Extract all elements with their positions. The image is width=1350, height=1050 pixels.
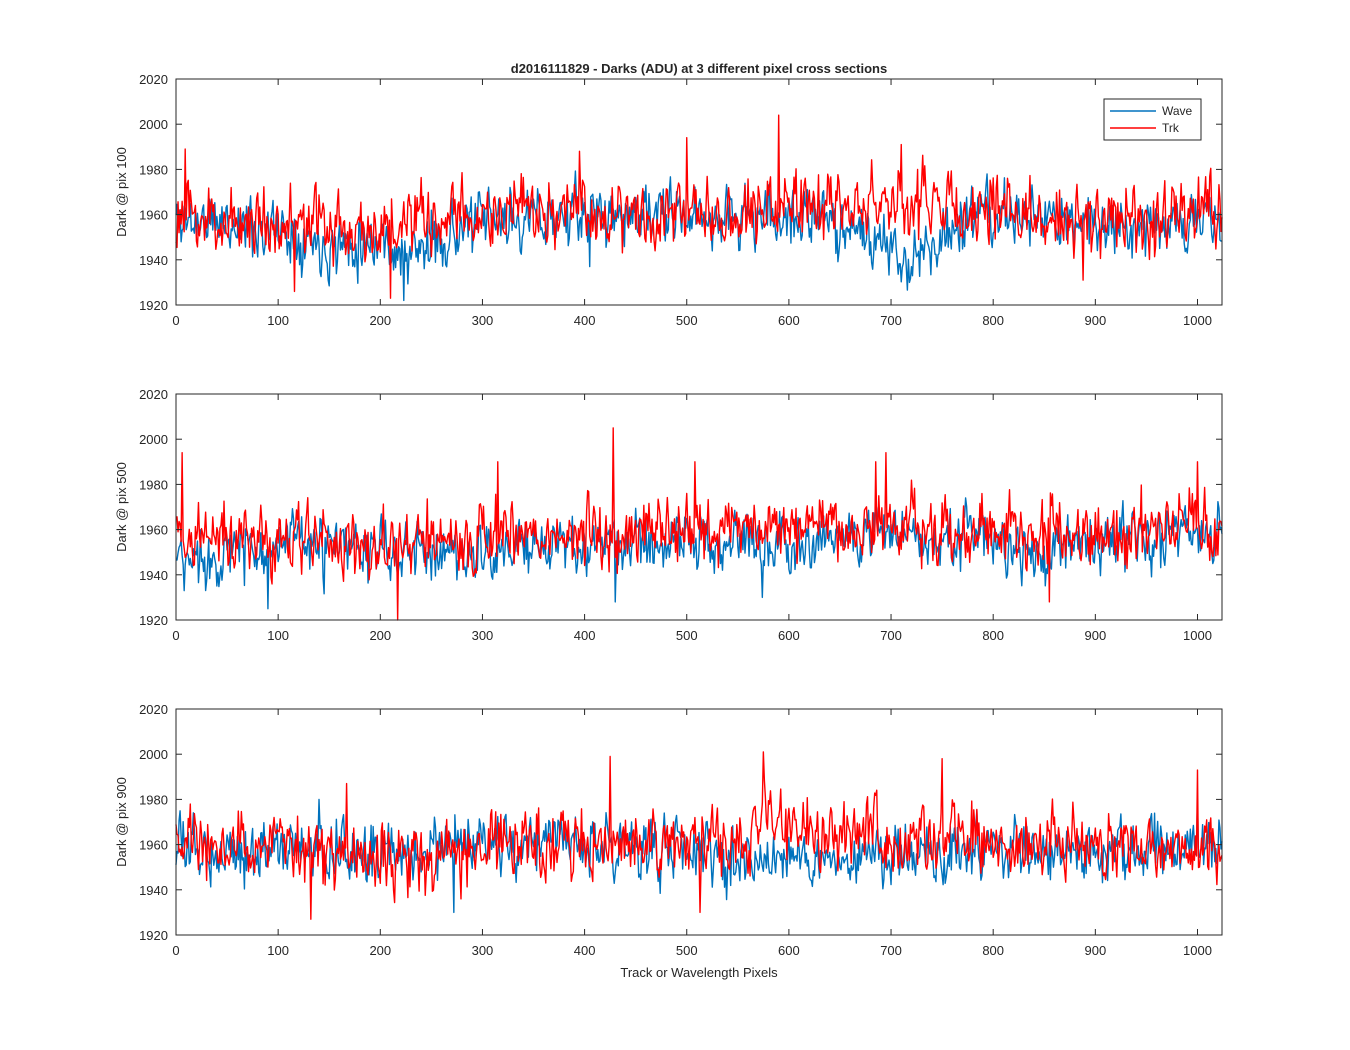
y-tick-label: 1980 xyxy=(139,792,168,807)
x-tick-label: 200 xyxy=(369,943,391,958)
legend-wave-label: Wave xyxy=(1162,104,1193,118)
series-layer xyxy=(175,427,1223,621)
y-tick-label: 1940 xyxy=(139,253,168,268)
plot-area xyxy=(176,394,1222,620)
axes-box xyxy=(175,78,1223,306)
y-axis-label: Dark @ pix 500 xyxy=(114,462,129,552)
series-layer xyxy=(175,114,1223,302)
x-tick-label: 0 xyxy=(172,628,179,643)
x-tick-label: 300 xyxy=(472,628,494,643)
x-tick-label: 200 xyxy=(369,313,391,328)
x-tick-label: 700 xyxy=(880,313,902,328)
series-line-wave xyxy=(175,497,1223,610)
y-tick-label: 2000 xyxy=(139,432,168,447)
series-line-trk xyxy=(175,751,1223,920)
y-tick-label: 1940 xyxy=(139,568,168,583)
x-tick-label: 900 xyxy=(1084,628,1106,643)
x-tick-label: 800 xyxy=(982,943,1004,958)
y-tick-label: 2020 xyxy=(139,702,168,717)
series-line-trk xyxy=(175,427,1223,621)
y-tick-label: 1960 xyxy=(139,208,168,223)
x-tick-label: 700 xyxy=(880,628,902,643)
x-tick-label: 1000 xyxy=(1183,628,1212,643)
x-tick-label: 600 xyxy=(778,628,800,643)
y-axis-label: Dark @ pix 100 xyxy=(114,147,129,237)
x-tick-label: 700 xyxy=(880,943,902,958)
y-tick-label: 1920 xyxy=(139,298,168,313)
x-tick-label: 100 xyxy=(267,628,289,643)
ticks-layer: 0 100 200 300 400 500 600 700 800 900 1000 1920 1940… xyxy=(139,702,1222,958)
x-tick-label: 1000 xyxy=(1183,313,1212,328)
x-axis-label: Track or Wavelength Pixels xyxy=(620,965,778,980)
subplot-pix-500: 0 100 200 300 400 500 600 700 800 900 1000 1920 1940… xyxy=(114,387,1223,643)
axes-box xyxy=(175,393,1223,621)
y-tick-label: 1980 xyxy=(139,162,168,177)
plot-area xyxy=(176,709,1222,935)
series-line-wave xyxy=(175,170,1223,302)
y-tick-label: 1960 xyxy=(139,838,168,853)
ticks-layer: 0 100 200 300 400 500 600 700 800 900 1000 1920 1940… xyxy=(139,387,1222,643)
legend-box xyxy=(1103,98,1202,141)
x-tick-label: 500 xyxy=(676,313,698,328)
series-layer xyxy=(175,751,1223,920)
axes-box xyxy=(175,708,1223,936)
x-tick-label: 800 xyxy=(982,313,1004,328)
x-tick-label: 100 xyxy=(267,943,289,958)
series-line-trk xyxy=(175,114,1223,299)
x-tick-label: 300 xyxy=(472,943,494,958)
x-tick-label: 900 xyxy=(1084,313,1106,328)
figure-title: d2016111829 - Darks (ADU) at 3 different… xyxy=(511,61,887,76)
legend: Wave Trk xyxy=(1103,98,1202,141)
x-tick-label: 400 xyxy=(574,628,596,643)
x-tick-label: 300 xyxy=(472,313,494,328)
y-axis-label: Dark @ pix 900 xyxy=(114,777,129,867)
y-tick-label: 2000 xyxy=(139,117,168,132)
x-tick-label: 500 xyxy=(676,943,698,958)
ticks-layer: 0 100 200 300 400 500 600 700 800 900 1000 1920 1940… xyxy=(139,72,1222,328)
x-tick-label: 400 xyxy=(574,943,596,958)
x-tick-label: 1000 xyxy=(1183,943,1212,958)
plot-area xyxy=(176,79,1222,305)
y-tick-label: 1920 xyxy=(139,613,168,628)
x-tick-label: 100 xyxy=(267,313,289,328)
x-tick-label: 0 xyxy=(172,943,179,958)
y-tick-label: 2020 xyxy=(139,387,168,402)
x-tick-label: 900 xyxy=(1084,943,1106,958)
subplot-pix-100: 0 100 200 300 400 500 600 700 800 900 1000 1920 1940… xyxy=(114,72,1223,328)
y-tick-label: 2020 xyxy=(139,72,168,87)
y-tick-label: 1920 xyxy=(139,928,168,943)
legend-trk-label: Trk xyxy=(1162,121,1180,135)
x-tick-label: 200 xyxy=(369,628,391,643)
x-tick-label: 800 xyxy=(982,628,1004,643)
x-tick-label: 0 xyxy=(172,313,179,328)
x-tick-label: 600 xyxy=(778,313,800,328)
x-tick-label: 400 xyxy=(574,313,596,328)
x-tick-label: 500 xyxy=(676,628,698,643)
y-tick-label: 1980 xyxy=(139,477,168,492)
x-tick-label: 600 xyxy=(778,943,800,958)
y-tick-label: 1960 xyxy=(139,523,168,538)
y-tick-label: 1940 xyxy=(139,883,168,898)
y-tick-label: 2000 xyxy=(139,747,168,762)
subplot-pix-900: 0 100 200 300 400 500 600 700 800 900 1000 1920 1940… xyxy=(114,702,1223,958)
